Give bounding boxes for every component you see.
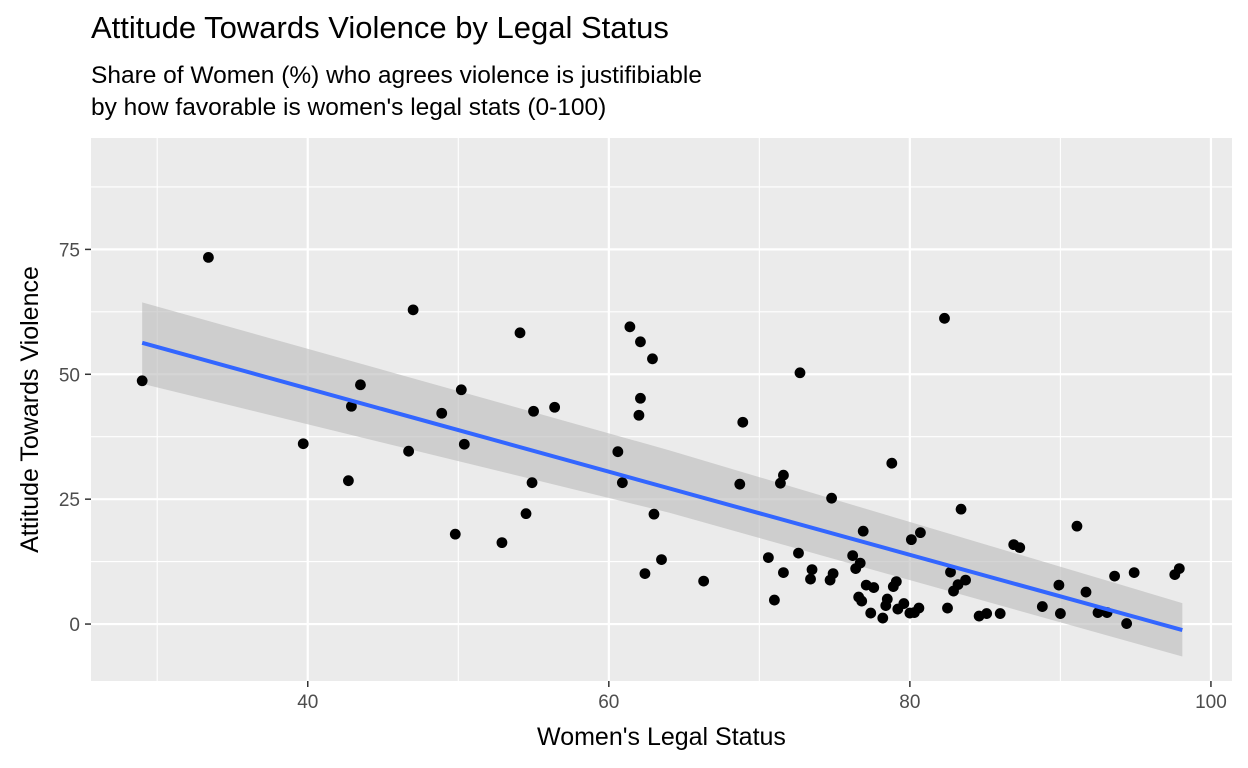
y-tick-label: 25: [59, 490, 80, 511]
data-point: [1080, 586, 1092, 598]
data-point: [1014, 542, 1026, 554]
data-point: [856, 595, 868, 607]
data-point: [635, 336, 646, 348]
data-point: [656, 554, 667, 566]
y-tick-label: 75: [59, 240, 80, 261]
data-point: [942, 602, 953, 614]
data-point: [346, 400, 357, 412]
data-point: [496, 537, 508, 549]
data-point: [778, 567, 789, 578]
data-point: [526, 477, 538, 489]
data-point: [898, 598, 910, 609]
data-point: [403, 445, 415, 457]
data-point: [881, 593, 893, 605]
x-tick-label: 100: [1195, 692, 1227, 713]
data-point: [994, 608, 1006, 619]
data-point: [436, 407, 448, 419]
data-point: [514, 327, 526, 339]
data-point: [633, 409, 645, 421]
data-point: [407, 304, 419, 316]
confidence-band-layer: [142, 302, 1183, 657]
data-point: [1109, 570, 1120, 582]
data-point: [648, 508, 660, 520]
data-point: [1173, 563, 1185, 575]
data-point: [868, 582, 880, 593]
data-point: [955, 503, 967, 515]
data-point: [905, 534, 917, 546]
data-point: [886, 457, 898, 469]
data-point: [203, 251, 214, 263]
chart-title: Attitude Towards Violence by Legal Statu…: [91, 10, 669, 45]
data-point: [826, 492, 837, 504]
x-tick-label: 40: [297, 692, 318, 713]
data-point: [455, 384, 467, 396]
y-axis-title: Attitude Towards Violence: [16, 266, 44, 553]
data-point: [939, 312, 950, 324]
data-point: [647, 353, 658, 365]
confidence-band: [142, 302, 1183, 657]
data-point: [778, 469, 789, 481]
data-point: [1071, 520, 1083, 532]
data-point: [639, 568, 651, 579]
data-point: [624, 321, 636, 333]
data-point: [1036, 601, 1048, 612]
data-point: [635, 392, 646, 404]
y-tick-label: 50: [59, 365, 80, 386]
fit-line-layer: [141, 340, 1183, 632]
data-point: [890, 576, 902, 587]
y-axis-ticks: 0 25 50 75: [59, 240, 91, 636]
data-point: [793, 547, 804, 559]
chart-subtitle: Share of Women (%) who agrees violence i…: [91, 60, 702, 124]
x-axis-title: Women's Legal Status: [537, 723, 786, 751]
data-point: [762, 552, 774, 564]
data-point: [297, 438, 309, 450]
data-point: [981, 608, 993, 619]
data-point: [737, 416, 749, 428]
data-point: [915, 527, 926, 539]
data-point: [877, 612, 889, 624]
x-tick-label: 80: [899, 692, 920, 713]
data-point: [343, 475, 354, 487]
y-tick-label: 0: [69, 615, 80, 636]
data-point: [1121, 618, 1133, 629]
data-point: [960, 574, 971, 586]
data-point: [827, 568, 839, 579]
data-point: [449, 528, 461, 540]
data-point: [847, 550, 859, 562]
x-tick-label: 60: [598, 692, 619, 713]
data-point: [1053, 579, 1065, 591]
data-point: [1092, 607, 1104, 618]
data-point: [805, 573, 816, 585]
fit-line: [141, 340, 1183, 632]
data-point: [734, 478, 746, 490]
data-point: [865, 607, 877, 619]
chart-subtitle-line-1: Share of Women (%) who agrees violence i…: [91, 62, 702, 89]
data-point: [528, 405, 539, 417]
points-layer: [136, 251, 1185, 629]
data-point: [1128, 567, 1140, 578]
data-point: [616, 477, 628, 489]
data-point: [913, 602, 925, 614]
data-point: [857, 525, 869, 537]
x-axis-ticks: 40 60 80 100: [297, 681, 1227, 713]
data-point: [612, 446, 624, 458]
data-point: [698, 575, 710, 587]
data-point: [854, 557, 866, 569]
data-point: [806, 564, 818, 576]
data-point: [1054, 608, 1066, 619]
data-point: [136, 375, 148, 387]
data-point: [458, 438, 470, 450]
data-point: [945, 566, 956, 578]
data-point: [355, 379, 366, 391]
data-point: [768, 594, 780, 606]
data-point: [520, 508, 532, 520]
data-point: [549, 401, 561, 413]
data-point: [794, 367, 806, 379]
chart-subtitle-line-2: by how favorable is women's legal stats …: [91, 94, 607, 121]
